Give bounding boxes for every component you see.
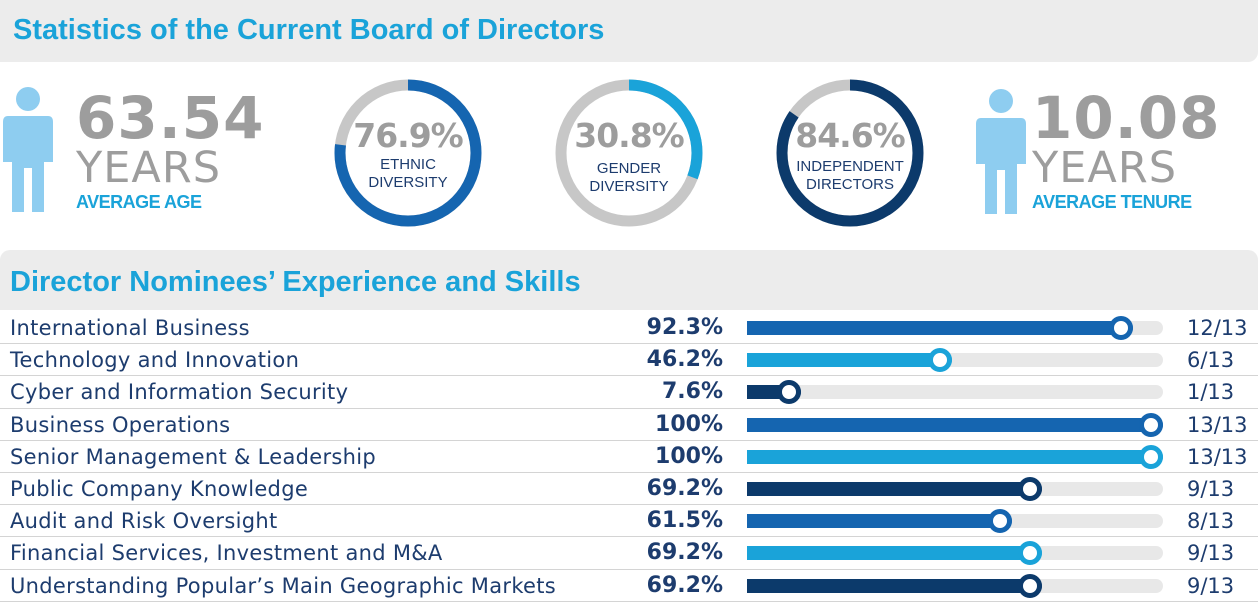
person-icon	[975, 88, 1027, 221]
skill-bar-track	[747, 541, 1163, 566]
gender-diversity-donut: 30.8% GENDER DIVERSITY	[554, 78, 704, 228]
skill-label: Technology and Innovation	[10, 348, 300, 373]
skill-label: Financial Services, Investment and M&A	[10, 541, 443, 566]
skill-row: Business Operations 100% 13/13	[0, 409, 1258, 441]
skill-bar-marker	[1018, 573, 1043, 598]
skill-fraction-label: 9/13	[1187, 541, 1235, 566]
skill-label: Understanding Popular’s Main Geographic …	[10, 573, 557, 598]
skill-fraction-label: 1/13	[1187, 380, 1235, 405]
average-tenure-value: 10.08	[1032, 84, 1221, 152]
independent-directors-label-line2: DIRECTORS	[805, 176, 895, 193]
skill-value-label: 46.2%	[646, 347, 723, 373]
skill-bar-track	[747, 380, 1163, 405]
ethnic-diversity-donut: 76.9% ETHNIC DIVERSITY	[333, 78, 483, 228]
skill-value-label: 69.2%	[646, 572, 723, 598]
skill-row: Senior Management & Leadership 100% 13/13	[0, 441, 1258, 473]
skills-title: Director Nominees’ Experience and Skills	[10, 266, 581, 298]
gender-diversity-pct: 30.8%	[574, 116, 685, 155]
skill-bar-marker	[1139, 412, 1163, 437]
average-tenure-unit: YEARS	[1032, 143, 1178, 193]
ethnic-diversity-arc	[334, 79, 482, 227]
skill-bar	[747, 417, 1163, 432]
skill-row: Audit and Risk Oversight 61.5% 8/13	[0, 505, 1258, 538]
skill-row: International Business 92.3% 12/13	[0, 312, 1258, 345]
ethnic-diversity-pct: 76.9%	[353, 116, 464, 155]
skill-label: Business Operations	[10, 412, 231, 437]
ethnic-diversity-label-line1: ETHNIC	[380, 156, 436, 173]
skill-row: Technology and Innovation 46.2% 6/13	[0, 344, 1258, 377]
skill-fraction-label: 9/13	[1187, 573, 1235, 598]
person-icon	[2, 86, 54, 219]
skill-row: Cyber and Information Security 7.6% 1/13	[0, 376, 1258, 409]
average-age-unit: YEARS	[76, 143, 222, 193]
skill-bar-marker	[928, 348, 953, 373]
skill-bar-track	[747, 509, 1163, 534]
skill-value-label: 100%	[655, 443, 723, 469]
skill-bar	[747, 578, 1043, 593]
skill-bar	[747, 514, 1013, 529]
skill-bar	[747, 449, 1163, 464]
ethnic-diversity-label-line2: DIVERSITY	[368, 174, 448, 191]
skill-bar	[747, 481, 1043, 496]
skill-bar	[747, 321, 1133, 335]
average-age-caption: AVERAGE AGE	[76, 192, 202, 212]
skill-value-label: 61.5%	[646, 508, 723, 534]
skill-bar-track	[747, 476, 1163, 501]
average-age-value: 63.54	[76, 84, 265, 152]
skills-bar-chart: International Business 92.3% 12/13 Technolo…	[0, 312, 1258, 602]
skill-bar-marker	[988, 509, 1013, 534]
skill-value-label: 7.6%	[661, 379, 723, 405]
skill-bar	[747, 546, 1043, 561]
independent-directors-arc	[776, 79, 924, 227]
skill-label: Audit and Risk Oversight	[10, 509, 278, 534]
average-tenure-caption: AVERAGE TENURE	[1032, 192, 1192, 212]
skill-bar-track	[747, 444, 1163, 469]
skill-row: Public Company Knowledge 69.2% 9/13	[0, 473, 1258, 506]
skill-value-label: 69.2%	[646, 540, 723, 566]
skill-label: Senior Management & Leadership	[10, 444, 377, 469]
independent-directors-pct: 84.6%	[795, 116, 906, 155]
board-stats-header	[0, 0, 1258, 62]
independent-directors-label-line1: INDEPENDENT	[796, 158, 904, 175]
gender-diversity-label-line2: DIVERSITY	[589, 178, 669, 195]
skill-row: Understanding Popular’s Main Geographic …	[0, 570, 1258, 602]
skills-header	[0, 250, 1258, 310]
skill-fraction-label: 6/13	[1187, 348, 1235, 373]
skill-bar	[747, 353, 953, 368]
skill-label: Public Company Knowledge	[10, 476, 309, 501]
skill-value-label: 92.3%	[646, 315, 723, 340]
skill-bar-marker	[1018, 541, 1043, 566]
skill-bar-marker	[1108, 316, 1133, 340]
skill-bar-track	[747, 573, 1163, 598]
board-stats-title: Statistics of the Current Board of Direc…	[13, 14, 605, 46]
skill-row: Financial Services, Investment and M&A 69…	[0, 537, 1258, 570]
skill-bar-track	[747, 412, 1163, 437]
skill-bar-track	[747, 348, 1163, 373]
skill-label: International Business	[10, 316, 250, 340]
skill-label: Cyber and Information Security	[10, 380, 349, 405]
skill-bar-marker	[1018, 476, 1043, 501]
skill-fraction-label: 13/13	[1187, 412, 1248, 437]
skill-bar-marker	[776, 380, 801, 405]
skill-bar-marker	[1139, 444, 1163, 469]
gender-diversity-arc	[555, 79, 703, 227]
skill-fraction-label: 8/13	[1187, 509, 1235, 534]
skill-bar-track	[747, 316, 1163, 340]
skill-fraction-label: 9/13	[1187, 476, 1235, 501]
skill-fraction-label: 13/13	[1187, 444, 1248, 469]
skill-fraction-label: 12/13	[1187, 316, 1248, 340]
skill-value-label: 69.2%	[646, 475, 723, 501]
independent-directors-donut: 84.6% INDEPENDENT DIRECTORS	[775, 78, 925, 228]
gender-diversity-label-line1: GENDER	[596, 160, 662, 177]
skill-value-label: 100%	[655, 411, 723, 437]
